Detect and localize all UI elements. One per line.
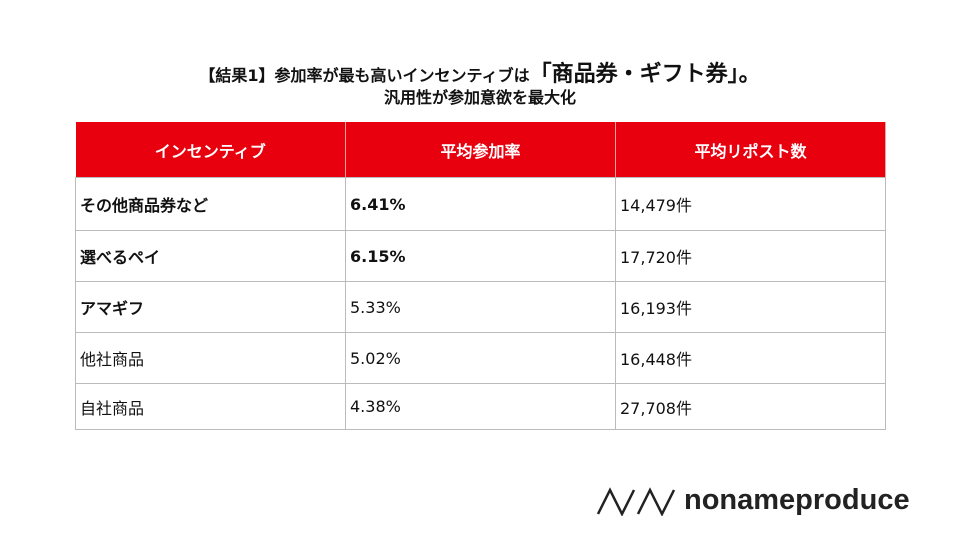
- brand-logo: nonameproduce: [596, 484, 910, 517]
- cell-reposts: 14,479件: [615, 177, 886, 231]
- table-row: その他商品券など 6.41% 14,479件: [75, 177, 886, 231]
- cell-rate: 6.15%: [345, 230, 616, 282]
- cell-name: アマギフ: [75, 281, 346, 333]
- cell-name: その他商品券など: [75, 177, 346, 231]
- table-row: 自社商品 4.38% 27,708件: [75, 383, 886, 430]
- cell-name: 他社商品: [75, 332, 346, 384]
- cell-reposts: 16,193件: [615, 281, 886, 333]
- table-row: 他社商品 5.02% 16,448件: [75, 332, 886, 384]
- page-subtitle: 汎用性が参加意欲を最大化: [383, 88, 576, 107]
- header-rate: 平均参加率: [345, 122, 616, 178]
- wave-logo-icon: [596, 486, 676, 516]
- brand-name: nonameproduce: [684, 484, 910, 516]
- table-header: インセンティブ 平均参加率 平均リポスト数: [75, 122, 886, 178]
- cell-rate: 6.41%: [345, 177, 616, 231]
- table-row: アマギフ 5.33% 16,193件: [75, 281, 886, 333]
- page-title: 【結果1】参加率が最も高いインセンティブは「商品券・ギフト券」。: [0, 56, 960, 88]
- cell-rate: 5.02%: [345, 332, 616, 384]
- cell-rate: 4.38%: [345, 383, 616, 430]
- header-reposts: 平均リポスト数: [615, 122, 886, 178]
- cell-name: 選べるペイ: [75, 230, 346, 282]
- title-highlight: 「商品券・ギフト券」。: [529, 62, 761, 87]
- cell-reposts: 17,720件: [615, 230, 886, 282]
- cell-rate: 5.33%: [345, 281, 616, 333]
- cell-reposts: 27,708件: [615, 383, 886, 430]
- results-table: インセンティブ 平均参加率 平均リポスト数 その他商品券など 6.41% 14,47…: [75, 122, 886, 430]
- cell-name: 自社商品: [75, 383, 346, 430]
- table-row: 選べるペイ 6.15% 17,720件: [75, 230, 886, 282]
- title-text: 【結果1】参加率が最も高いインセンティブは: [199, 66, 530, 85]
- cell-reposts: 16,448件: [615, 332, 886, 384]
- header-incentive: インセンティブ: [75, 122, 346, 178]
